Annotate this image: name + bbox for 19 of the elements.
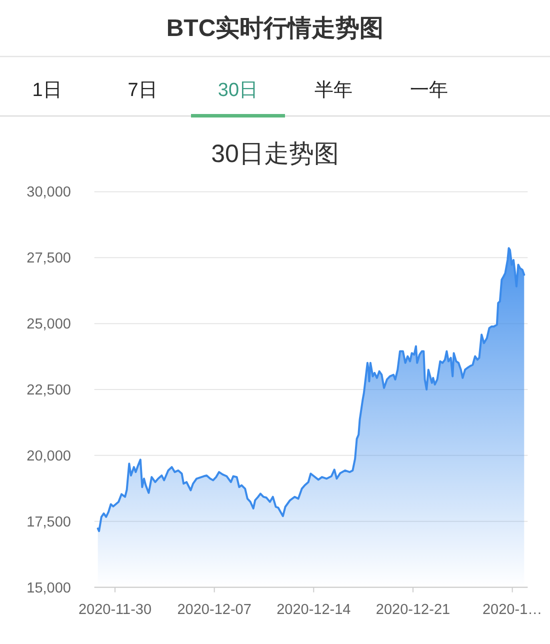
tab-label-selected: 30日: [218, 80, 258, 101]
x-tick-label: 2020-11-30: [78, 602, 152, 618]
tab-label: 半年: [314, 80, 352, 101]
x-tick-label: 2020-12-21: [376, 602, 450, 618]
y-tick-label: 27,500: [26, 250, 71, 267]
title: BTC实时行情走势图: [166, 15, 384, 42]
y-tick-label: 30,000: [26, 184, 71, 201]
x-tick-label: 2020-12-14: [276, 602, 351, 618]
subtitle: 30日走势图: [211, 140, 339, 168]
tab-label: 7日: [128, 80, 158, 101]
y-tick-label: 20,000: [26, 448, 71, 464]
x-tick-label: 2020-1…: [482, 602, 542, 618]
tab-label: 1日: [32, 80, 62, 101]
y-tick-label: 15,000: [26, 580, 71, 596]
x-tick-label: 2020-12-07: [177, 602, 252, 618]
y-tick-label: 22,500: [26, 382, 71, 398]
tab-label: 一年: [410, 80, 448, 101]
y-tick-label: 25,000: [26, 316, 71, 333]
y-tick-label: 17,500: [26, 514, 71, 530]
